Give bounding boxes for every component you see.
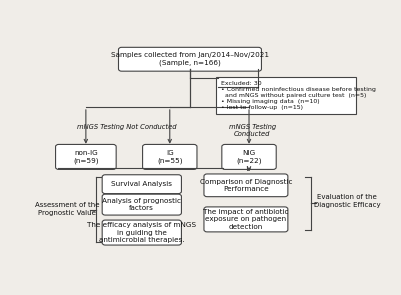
Text: non-IG
(n=59): non-IG (n=59) [73,150,99,164]
Text: IG
(n=55): IG (n=55) [157,150,182,164]
Text: Excluded: 30
• Confirmed noninfectious disease before testing
  and mNGS without: Excluded: 30 • Confirmed noninfectious d… [221,81,376,111]
Text: Survival Analysis: Survival Analysis [111,181,172,187]
Text: Assessment of the
Prognostic Value: Assessment of the Prognostic Value [35,202,99,216]
FancyBboxPatch shape [56,145,116,169]
FancyBboxPatch shape [119,47,261,71]
Text: Samples collected from Jan/2014–Nov/2021
(Sample, n=166): Samples collected from Jan/2014–Nov/2021… [111,52,269,66]
Text: mNGS Testing Not Conducted: mNGS Testing Not Conducted [77,124,176,130]
Text: NIG
(n=22): NIG (n=22) [236,150,262,164]
Text: Comparison of Diagnostic
Performance: Comparison of Diagnostic Performance [200,178,292,192]
FancyBboxPatch shape [204,174,288,197]
Text: The impact of antibiotic
exposure on pathogen
detection: The impact of antibiotic exposure on pat… [203,209,289,230]
FancyBboxPatch shape [143,145,197,169]
FancyBboxPatch shape [217,77,356,114]
FancyBboxPatch shape [102,175,181,194]
FancyBboxPatch shape [222,145,276,169]
Text: mNGS Testing
Conducted: mNGS Testing Conducted [229,124,276,137]
Text: Analysis of prognostic
factors: Analysis of prognostic factors [102,198,181,212]
Text: The efficacy analysis of mNGS
in guiding the
antimicrobial therapies.: The efficacy analysis of mNGS in guiding… [87,222,196,243]
FancyBboxPatch shape [102,220,181,245]
FancyBboxPatch shape [102,194,181,215]
Text: Evaluation of the
Diagnostic Efficacy: Evaluation of the Diagnostic Efficacy [314,194,380,208]
FancyBboxPatch shape [204,207,288,232]
